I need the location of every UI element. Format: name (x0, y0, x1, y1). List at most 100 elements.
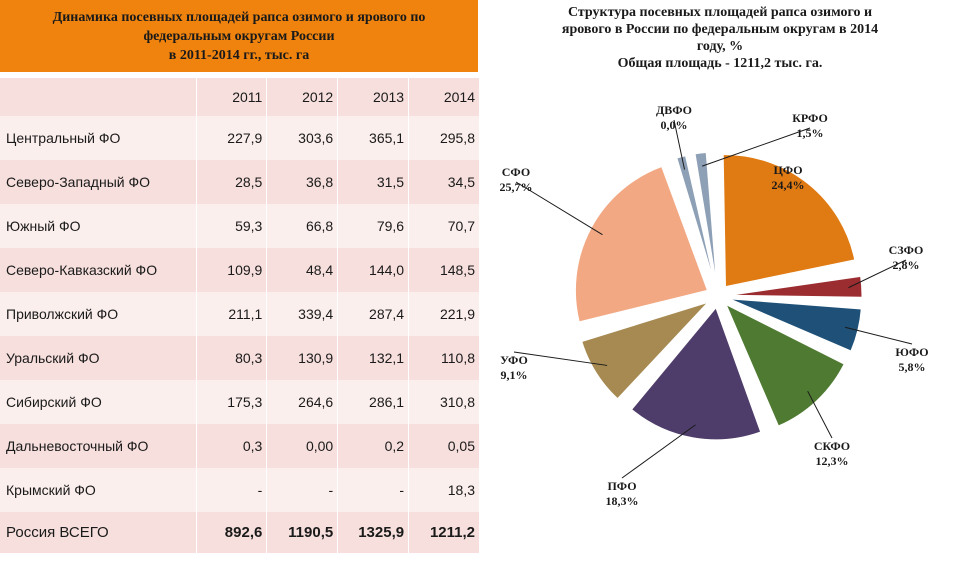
area-value: 31,5 (337, 160, 410, 204)
table-title-line-3: в 2011-2014 гг., тыс. га (168, 47, 310, 63)
pie-slice (630, 306, 762, 441)
area-value: 18,3 (408, 468, 480, 512)
area-value: 59,3 (196, 204, 268, 248)
slice-value-label: 24,4% (772, 178, 805, 192)
area-value: 286,1 (337, 380, 410, 424)
table-row: Северо-Западный ФО 28,5 36,8 31,5 34,5 (0, 160, 480, 204)
table-row: Центральный ФО 227,9 303,6 365,1 295,8 (0, 116, 480, 160)
slice-leader-line (513, 351, 608, 366)
area-value: - (337, 468, 410, 512)
area-value: 79,6 (337, 204, 410, 248)
district-name: Северо-Кавказский ФО (0, 248, 197, 292)
district-name: Сибирский ФО (0, 380, 197, 424)
slice-value-label: 12,3% (816, 454, 849, 468)
area-value: 34,5 (408, 160, 480, 204)
area-value: 148,5 (408, 248, 480, 292)
slice-value-label: 0,0% (661, 118, 688, 132)
area-value: 130,9 (266, 336, 339, 380)
area-value: 0,05 (408, 424, 480, 468)
slice-value-label: 18,3% (606, 494, 639, 508)
table-row: Уральский ФО 80,3 130,9 132,1 110,8 (0, 336, 480, 380)
slice-leader-line (844, 326, 913, 345)
area-value: 175,3 (196, 380, 268, 424)
table-row: Южный ФО 59,3 66,8 79,6 70,7 (0, 204, 480, 248)
area-value: 144,0 (337, 248, 410, 292)
table-row: Сибирский ФО 175,3 264,6 286,1 310,8 (0, 380, 480, 424)
area-value: 36,8 (266, 160, 339, 204)
total-value: 1325,9 (337, 512, 410, 553)
table-title-line-2: федеральным округам России (143, 28, 335, 44)
total-value: 892,6 (196, 512, 268, 553)
area-value: 339,4 (266, 292, 339, 336)
pie-slice (581, 301, 710, 400)
slice-value-label: 25,7% (500, 180, 533, 194)
chart-title-line-3: году, % (696, 39, 744, 54)
slice-leader-line (807, 390, 833, 439)
area-value: 110,8 (408, 336, 480, 380)
slice-leader-line (673, 119, 686, 170)
area-value: 48,4 (266, 248, 339, 292)
district-name: Уральский ФО (0, 336, 197, 380)
year-header-cell: 2013 (337, 78, 410, 116)
district-name: Центральный ФО (0, 116, 197, 160)
area-value: 0,3 (196, 424, 268, 468)
slice-value-label: 9,1% (501, 368, 528, 382)
area-value: - (266, 468, 339, 512)
total-row: Россия ВСЕГО 892,6 1190,5 1325,9 1211,2 (0, 512, 480, 553)
slice-value-label: 5,8% (899, 360, 926, 374)
slice-label: КРФО (792, 111, 828, 125)
area-table: 2011 2012 2013 2014 Центральный ФО 227,9 303,6… (0, 78, 480, 553)
area-value: 80,3 (196, 336, 268, 380)
area-value: 28,5 (196, 160, 268, 204)
table-row: Крымский ФО - - -18,3 (0, 468, 480, 512)
pie-slice (574, 165, 709, 323)
area-value: 303,6 (266, 116, 339, 160)
year-header-cell: 2012 (266, 78, 339, 116)
slice-label: СЗФО (889, 243, 924, 257)
area-value: - (196, 468, 268, 512)
area-value: 211,1 (196, 292, 268, 336)
slice-label: ЮФО (895, 345, 928, 359)
table-title: Динамика посевных площадей рапса озимого… (0, 0, 478, 72)
data-table-panel: Динамика посевных площадей рапса озимого… (0, 0, 480, 566)
year-header-cell: 2014 (408, 78, 480, 116)
slice-leader-line (515, 181, 603, 236)
chart-subtitle: Общая площадь - 1211,2 тыс. га. (617, 56, 823, 71)
slice-label: УФО (500, 353, 528, 367)
area-value: 310,8 (408, 380, 480, 424)
table-row: Приволжский ФО 211,1 339,4 287,4 221,9 (0, 292, 480, 336)
total-name: Россия ВСЕГО (0, 512, 197, 553)
chart-title-line-2: ярового в России по федеральным округам … (561, 22, 879, 37)
slice-value-label: 2,8% (893, 258, 920, 272)
area-value: 365,1 (337, 116, 410, 160)
slice-label: ПФО (607, 479, 636, 493)
table-title-line-1: Динамика посевных площадей рапса озимого… (52, 9, 426, 25)
district-name: Дальневосточный ФО (0, 424, 197, 468)
slice-label: ЦФО (773, 163, 802, 177)
year-header-cell: 2011 (196, 78, 268, 116)
year-header-row: 2011 2012 2013 2014 (0, 78, 480, 116)
year-header-blank (0, 78, 197, 116)
pie-slice (729, 275, 863, 298)
slice-leader-line (621, 424, 696, 479)
slice-label: ДВФО (656, 103, 692, 117)
area-value: 287,4 (337, 292, 410, 336)
chart-title-line-1: Структура посевных площадей рапса озимог… (567, 5, 873, 20)
pie-slice (676, 155, 716, 285)
chart-title: Структура посевных площадей рапса озимог… (482, 4, 958, 72)
district-name: Южный ФО (0, 204, 197, 248)
slice-label: СКФО (814, 439, 850, 453)
area-value: 109,9 (196, 248, 268, 292)
area-value: 295,8 (408, 116, 480, 160)
total-value: 1211,2 (408, 512, 480, 553)
slice-leader-line (848, 259, 907, 289)
pie-slice (694, 151, 718, 285)
area-value: 70,7 (408, 204, 480, 248)
district-name: Северо-Западный ФО (0, 160, 197, 204)
area-value: 264,6 (266, 380, 339, 424)
table-row: Северо-Кавказский ФО 109,9 48,4 144,0 148,5 (0, 248, 480, 292)
district-name: Приволжский ФО (0, 292, 197, 336)
table-row: Дальневосточный ФО 0,3 0,00 0,2 0,05 (0, 424, 480, 468)
area-value: 0,00 (266, 424, 339, 468)
